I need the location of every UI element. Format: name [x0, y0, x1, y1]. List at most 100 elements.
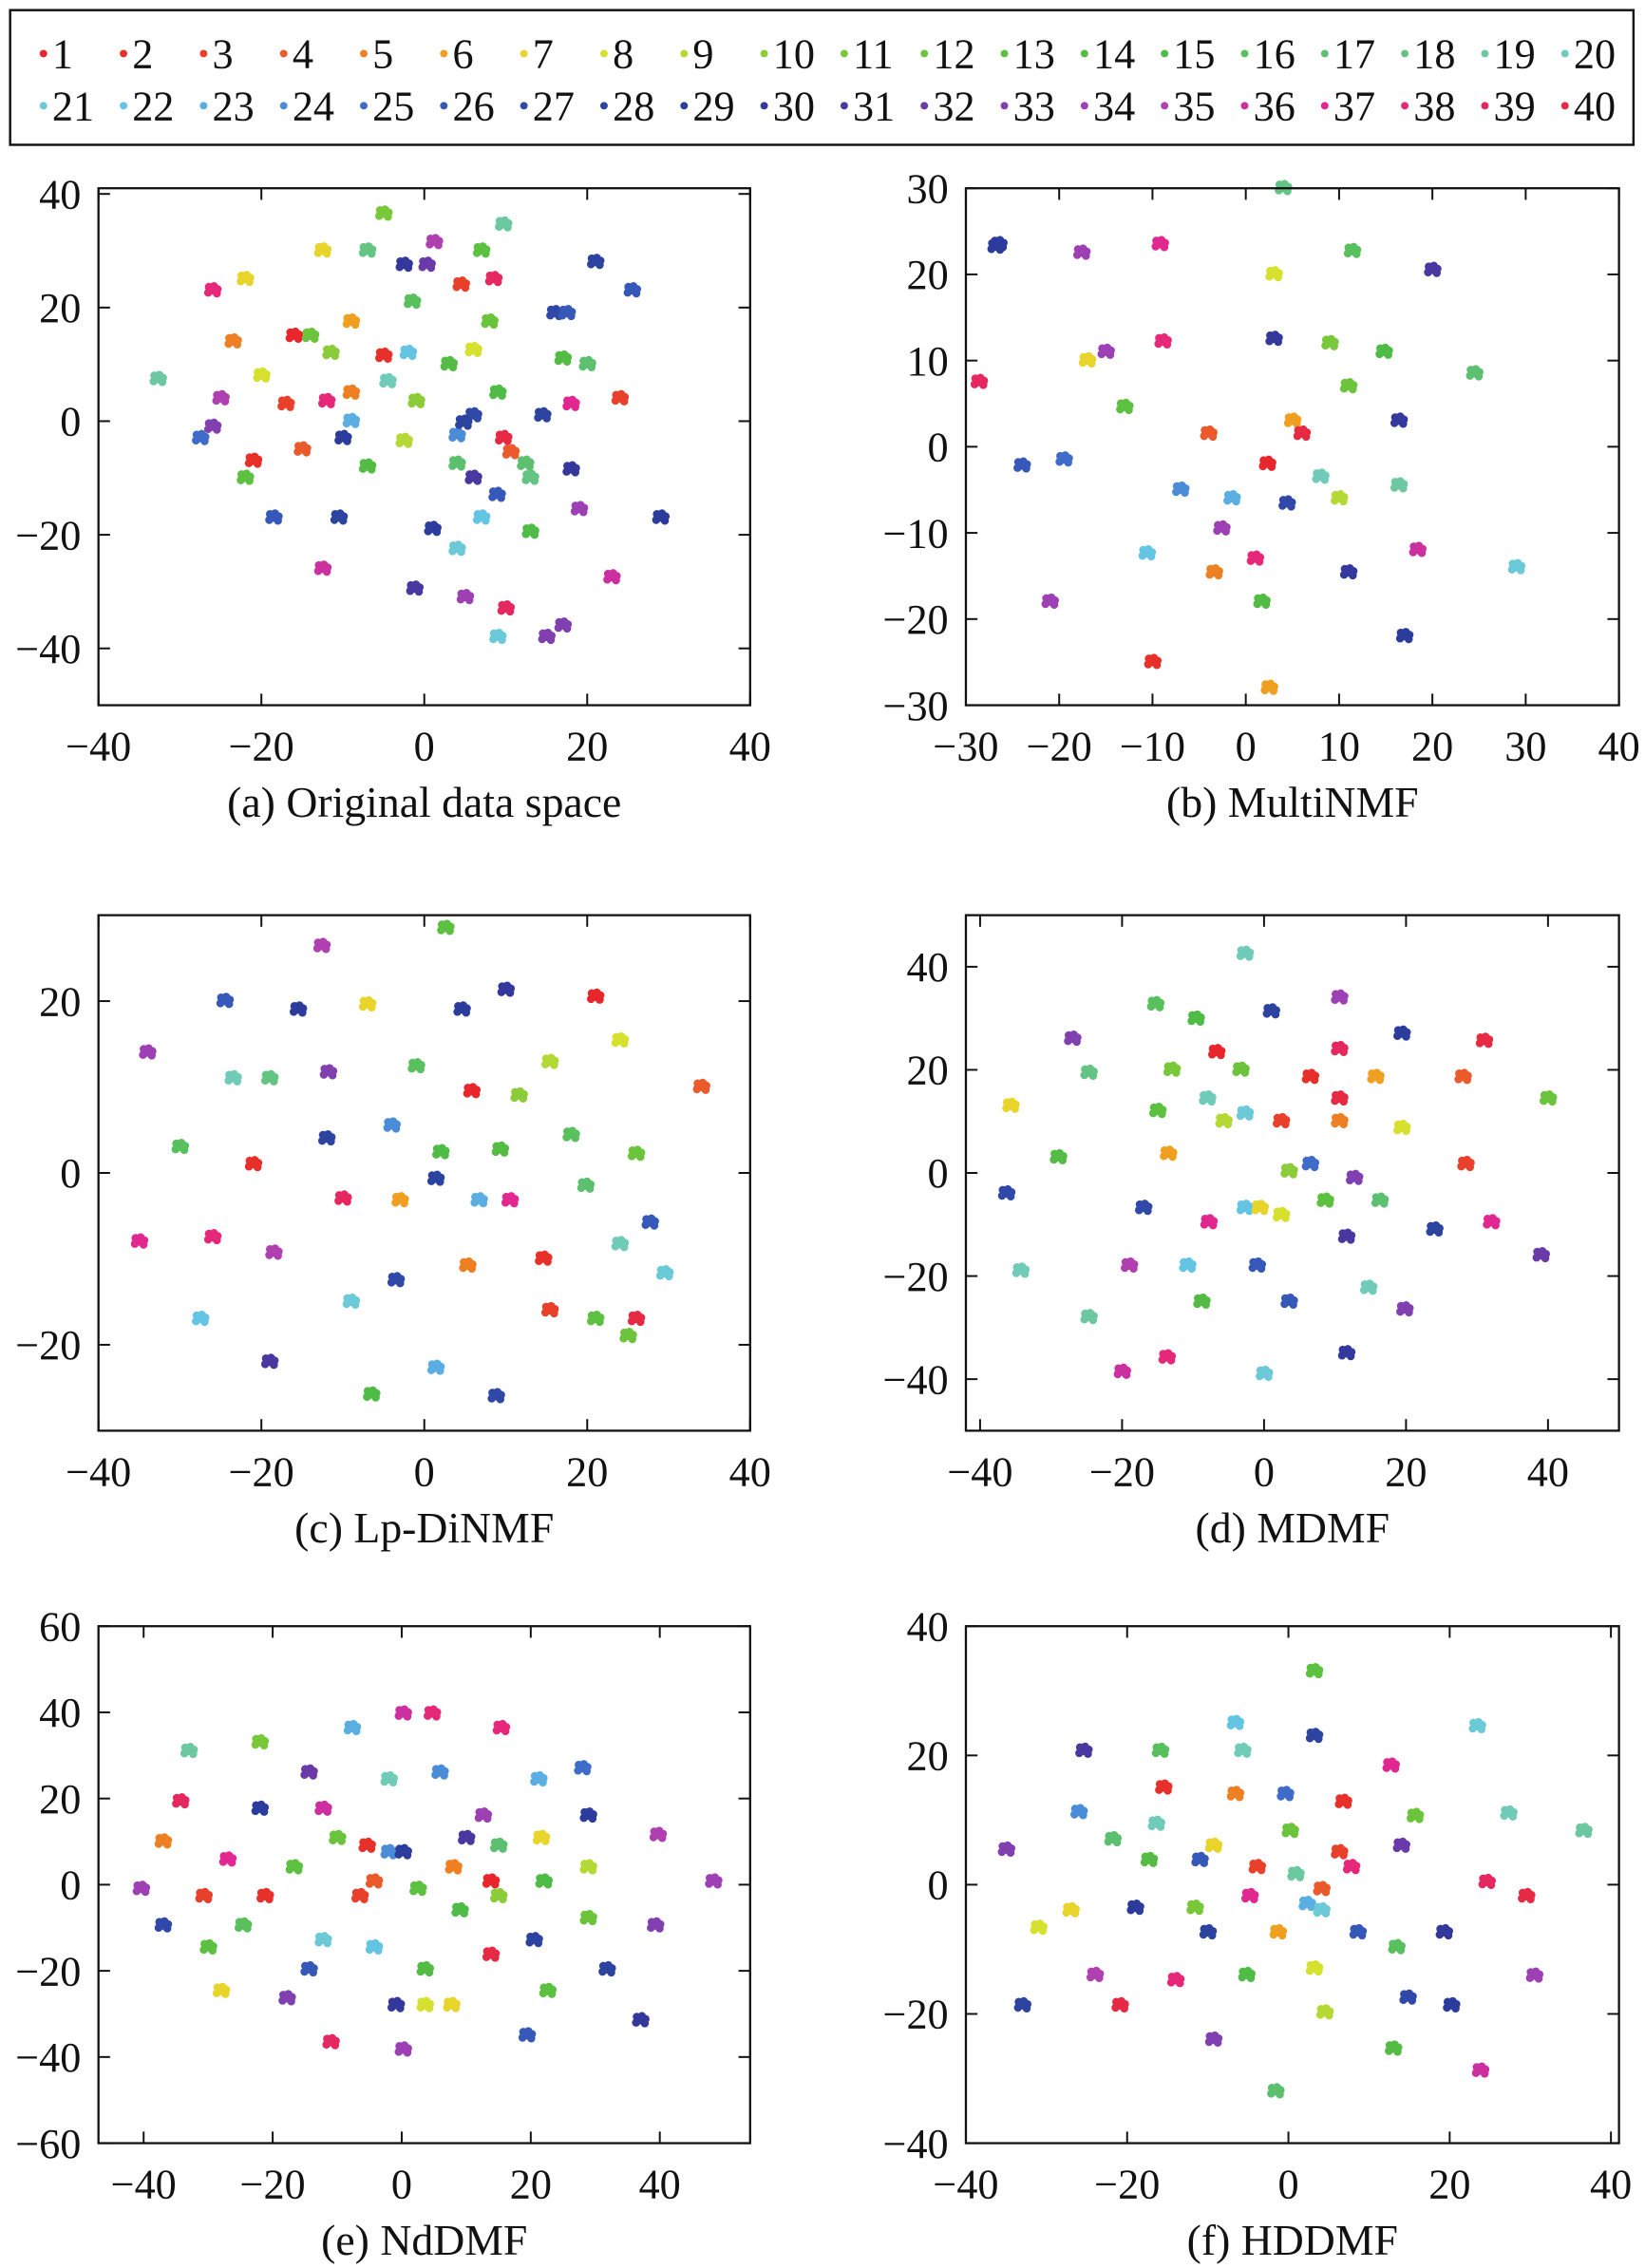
- data-point-class-2: [375, 348, 385, 357]
- data-point-class-14: [1262, 595, 1271, 605]
- legend-label: 7: [533, 31, 554, 78]
- data-point-class-28: [327, 1133, 336, 1142]
- data-point-class-30: [563, 462, 572, 470]
- data-point-class-27: [497, 1390, 505, 1399]
- data-point-class-29: [252, 1801, 260, 1810]
- data-point-class-38: [1247, 551, 1256, 559]
- legend-marker: [520, 102, 528, 110]
- data-point-class-20: [1360, 1279, 1370, 1289]
- data-point-class-39: [331, 2036, 340, 2046]
- plot-frame: [964, 1625, 1620, 2145]
- legend-item: 37: [1320, 84, 1375, 130]
- legend-item: 14: [1080, 31, 1135, 78]
- data-point-class-39: [979, 376, 989, 386]
- legend-label: 13: [1013, 31, 1055, 78]
- data-point-class-16: [1161, 1745, 1170, 1754]
- data-point-class-36: [404, 1708, 412, 1717]
- data-point-class-2: [1311, 1071, 1320, 1080]
- data-point-class-39: [1340, 1043, 1349, 1052]
- data-point-class-8: [465, 342, 474, 351]
- data-point-class-13: [587, 1311, 596, 1320]
- data-point-class-20: [389, 1773, 398, 1783]
- data-point-class-8: [1030, 1919, 1039, 1929]
- data-point-class-5: [163, 1836, 173, 1844]
- data-point-class-35: [1121, 1257, 1130, 1267]
- data-point-class-31: [1425, 262, 1433, 271]
- y-tick-label: 0: [928, 1862, 949, 1909]
- data-point-class-27: [1409, 1992, 1417, 2001]
- data-point-class-17: [499, 1840, 508, 1849]
- data-point-class-17: [579, 356, 588, 366]
- data-point-class-19: [159, 373, 167, 382]
- data-point-class-38: [1155, 333, 1163, 343]
- legend-item: 28: [599, 84, 654, 130]
- legend-item: 25: [360, 84, 414, 130]
- legend-item: 5: [360, 31, 393, 78]
- legend-marker: [680, 49, 689, 58]
- data-point-class-10: [499, 1890, 508, 1899]
- data-point-class-29: [395, 1844, 404, 1853]
- legend-label: 18: [1413, 31, 1455, 78]
- data-point-class-13: [236, 470, 246, 479]
- data-point-class-20: [620, 1238, 630, 1247]
- data-point-class-5: [343, 385, 352, 394]
- x-tick-label: −20: [229, 723, 294, 769]
- legend-label: 11: [853, 31, 894, 78]
- y-tick-label: −20: [883, 1992, 949, 2038]
- data-point-class-31: [415, 583, 425, 592]
- legend-item: 4: [279, 31, 313, 78]
- data-point-class-6: [1284, 413, 1294, 422]
- data-point-class-23: [480, 1195, 488, 1203]
- legend-marker: [360, 102, 368, 110]
- data-point-class-16: [243, 1919, 253, 1929]
- data-point-class-27: [474, 409, 482, 419]
- data-point-class-24: [431, 1765, 441, 1773]
- data-point-class-21: [1264, 1368, 1274, 1377]
- legend-label: 14: [1093, 31, 1135, 78]
- data-point-class-15: [1375, 344, 1385, 353]
- legend-item: 2: [120, 31, 153, 78]
- data-point-class-21: [1508, 559, 1518, 568]
- data-point-class-9: [1316, 2005, 1326, 2013]
- data-point-class-22: [366, 1939, 375, 1949]
- data-point-class-38: [213, 285, 222, 293]
- data-point-class-33: [288, 1993, 296, 2001]
- data-point-class-6: [1270, 1924, 1278, 1934]
- data-point-class-16: [235, 1918, 244, 1926]
- data-point-class-29: [1405, 631, 1414, 639]
- y-tick-label: −60: [15, 2121, 81, 2167]
- data-point-class-28: [331, 510, 340, 519]
- data-point-class-19: [1390, 478, 1400, 486]
- legend-marker: [199, 49, 208, 58]
- data-points: [970, 180, 1526, 695]
- data-point-class-29: [1136, 1902, 1144, 1911]
- data-point-class-2: [1155, 1780, 1164, 1788]
- data-point-class-4: [502, 444, 512, 453]
- data-point-class-4: [303, 444, 312, 453]
- y-tick-label: 30: [906, 165, 948, 212]
- data-point-class-13: [1158, 1106, 1167, 1114]
- data-point-class-19: [1399, 480, 1409, 488]
- legend-label: 36: [1254, 84, 1295, 130]
- data-point-class-26: [1249, 1257, 1257, 1267]
- data-point-class-23: [1298, 1896, 1308, 1905]
- data-point-class-7: [444, 1997, 452, 2006]
- legend-item: 26: [440, 84, 495, 130]
- data-point-class-17: [1113, 1833, 1123, 1843]
- data-point-class-23: [1233, 493, 1241, 501]
- legend-item: 1: [39, 31, 73, 78]
- data-point-class-5: [1206, 564, 1215, 574]
- data-point-class-34: [1340, 992, 1349, 1001]
- data-point-class-28: [1306, 1728, 1315, 1737]
- data-point-class-6: [1169, 1148, 1178, 1157]
- data-point-class-33: [1405, 1304, 1414, 1313]
- x-tick-label: −10: [1120, 723, 1185, 769]
- legend-label: 31: [853, 84, 895, 130]
- data-point-class-28: [608, 1963, 616, 1973]
- data-point-class-40: [628, 1311, 637, 1320]
- y-tick-label: 40: [906, 944, 948, 991]
- data-point-class-29: [580, 1807, 589, 1817]
- data-point-class-30: [1390, 413, 1400, 422]
